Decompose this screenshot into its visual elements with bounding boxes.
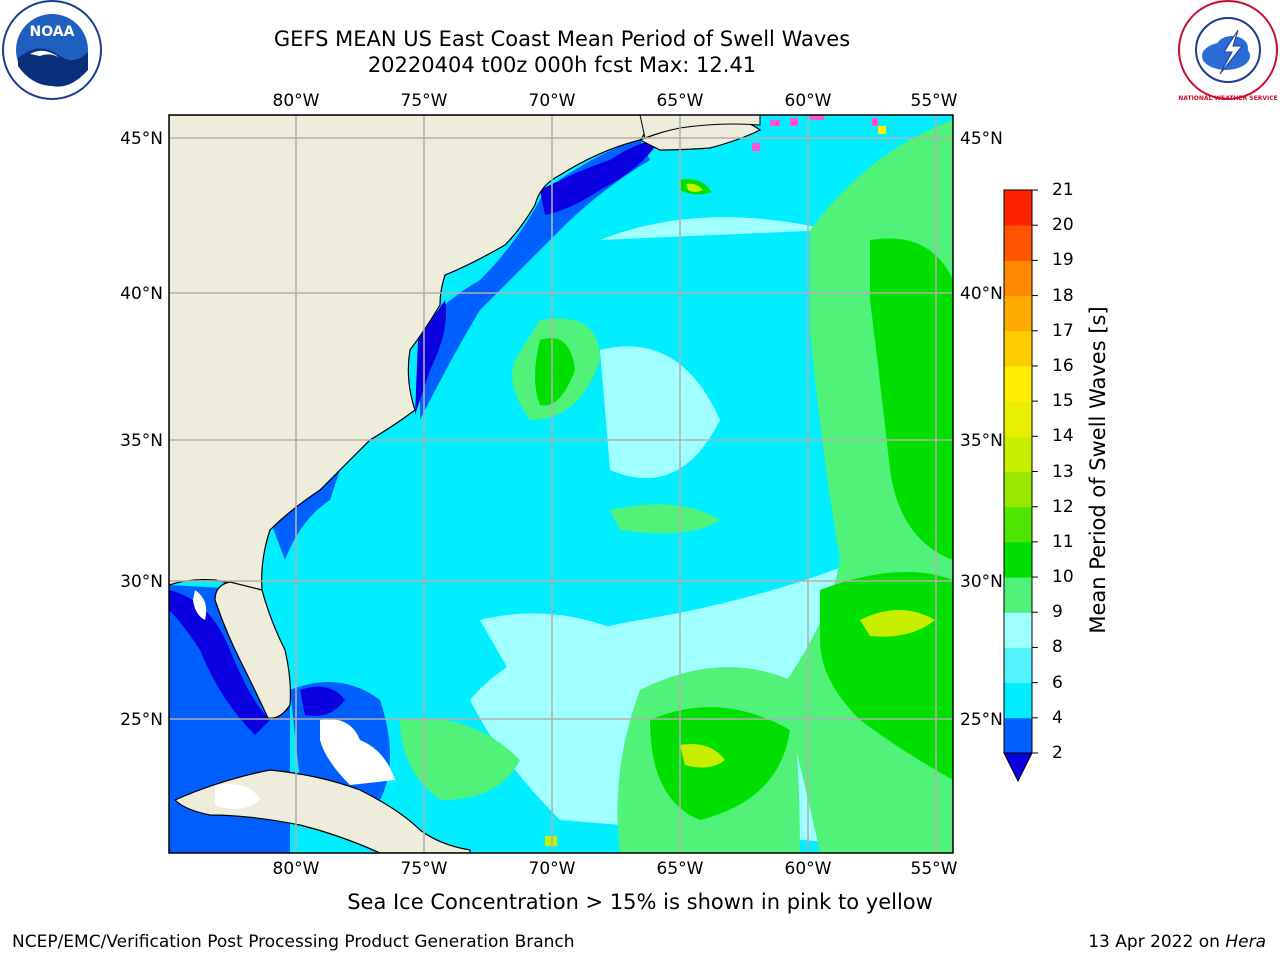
footer-date: 13 Apr 2022 on Hera [1088,932,1266,952]
colorbar-segment [1004,471,1032,508]
colorbar-tick-label: 20 [1052,215,1074,236]
lon-label-bottom-70w: 70°W [529,859,576,879]
sea-ice-patch-5 [878,126,886,134]
colorbar-segment [1004,541,1032,578]
colorbar-tick-label: 15 [1052,391,1074,412]
yellow-green-patch-3 [686,183,703,192]
bright-green-gulfstream [535,338,575,406]
colorbar [1003,189,1038,783]
lon-label-bottom-75w: 75°W [401,859,448,879]
colorbar-segment [1004,330,1032,367]
colorbar-segment [1004,647,1032,684]
lat-label-left-30n: 30°N [120,572,163,592]
colorbar-segment [1004,225,1032,261]
colorbar-segment [1004,436,1032,472]
lon-label-top-80w: 80°W [273,91,320,111]
sea-ice-note: Sea Ice Concentration > 15% is shown in … [347,890,933,914]
colorbar-label: Mean Period of Swell Waves [s] [1086,306,1110,634]
green-patch-mid [610,504,720,534]
chart-title: GEFS MEAN US East Coast Mean Period of S… [273,27,851,51]
land-florida [214,581,292,719]
lat-label-left-45n: 45°N [120,129,163,149]
lat-label-right-25n: 25°N [960,710,1003,730]
colorbar-segment [1004,260,1032,297]
colorbar-tick-label: 8 [1052,637,1063,658]
no-data-area-2 [215,784,260,809]
lon-label-top-75w: 75°W [401,91,448,111]
no-data-area-1 [320,719,395,785]
sea-ice-patch-7 [545,836,557,846]
lat-label-left-40n: 40°N [120,284,163,304]
colorbar-segment [1004,365,1032,402]
deep-blue-maine [540,140,660,215]
lon-label-top-55w: 55°W [911,91,958,111]
chart-subtitle: 20220404 t00z 000h fcst Max: 12.41 [367,53,757,77]
bright-green-south [650,707,790,820]
nws-logo-icon: NATIONAL WEATHER SERVICE [1178,0,1278,102]
lon-label-bottom-80w: 80°W [273,859,320,879]
lat-label-right-35n: 35°N [960,431,1003,451]
colorbar-tick-label: 10 [1052,567,1074,588]
yellow-green-patch-1 [680,744,725,768]
no-data-area-3 [193,590,207,620]
colorbar-tick-label: 6 [1052,672,1063,693]
colorbar-segment [1004,190,1032,226]
deep-blue-bahamas [300,686,345,716]
colorbar-tick-label: 9 [1052,602,1063,623]
lat-label-left-25n: 25°N [120,710,163,730]
sea-ice-patch-1 [752,143,760,151]
deep-blue-coastal-north [415,300,446,415]
colorbar-segment [1004,401,1032,437]
pale-cyan-patch-1 [480,613,640,692]
colorbar-segment [1004,682,1032,719]
lat-label-right-30n: 30°N [960,572,1003,592]
sea-ice-patch-4 [872,118,878,126]
lon-label-top-70w: 70°W [529,91,576,111]
colorbar-tick-label: 16 [1052,355,1074,376]
land-north-america [169,115,646,591]
lon-label-top-65w: 65°W [657,91,704,111]
colorbar-tick-label: 4 [1052,707,1063,728]
sea-ice-patch-3 [810,115,824,120]
colorbar-tick-label: 19 [1052,250,1074,271]
colorbar-tick-label: 2 [1052,743,1063,763]
colorbar-tick-label: 21 [1052,180,1074,200]
nws-logo-text: NATIONAL WEATHER SERVICE [1178,95,1277,102]
sea-ice-patch-2 [770,120,780,126]
lat-label-right-45n: 45°N [960,129,1003,149]
colorbar-tick-label: 12 [1052,496,1074,517]
lon-label-bottom-55w: 55°W [911,859,958,879]
bright-green-east [870,238,953,561]
lat-label-left-35n: 35°N [120,431,163,451]
footer-date-text: 13 Apr 2022 on [1088,932,1226,952]
colorbar-segment [1004,295,1032,332]
deep-blue-gulf [169,590,270,735]
colorbar-tick-label: 13 [1052,461,1074,482]
footer-host: Hera [1225,932,1266,952]
colorbar-segment [1004,612,1032,648]
colorbar-tick-label: 14 [1052,426,1074,447]
colorbar-segment [1004,717,1032,754]
pale-cyan-patch-2 [600,346,720,479]
lat-label-right-40n: 40°N [960,284,1003,304]
lon-label-bottom-65w: 65°W [657,859,704,879]
green-patch-sw [400,718,520,800]
noaa-logo-icon: NOAA [2,0,102,100]
yellow-green-patch-2 [860,610,935,637]
colorbar-extend-triangle [1003,752,1033,783]
noaa-logo-text: NOAA [30,24,75,40]
lon-label-bottom-60w: 60°W [785,859,832,879]
lon-label-top-60w: 60°W [785,91,832,111]
map-frame [168,114,954,854]
colorbar-tick-label: 17 [1052,320,1074,341]
blue-florida-coast [270,470,340,560]
colorbar-segment [1004,577,1032,613]
colorbar-tick-label: 18 [1052,285,1074,306]
colorbar-tick-label: 11 [1052,531,1074,552]
footer-credit: NCEP/EMC/Verification Post Processing Pr… [12,932,575,952]
colorbar-segment [1004,506,1032,543]
sea-ice-patch-6 [790,118,798,126]
